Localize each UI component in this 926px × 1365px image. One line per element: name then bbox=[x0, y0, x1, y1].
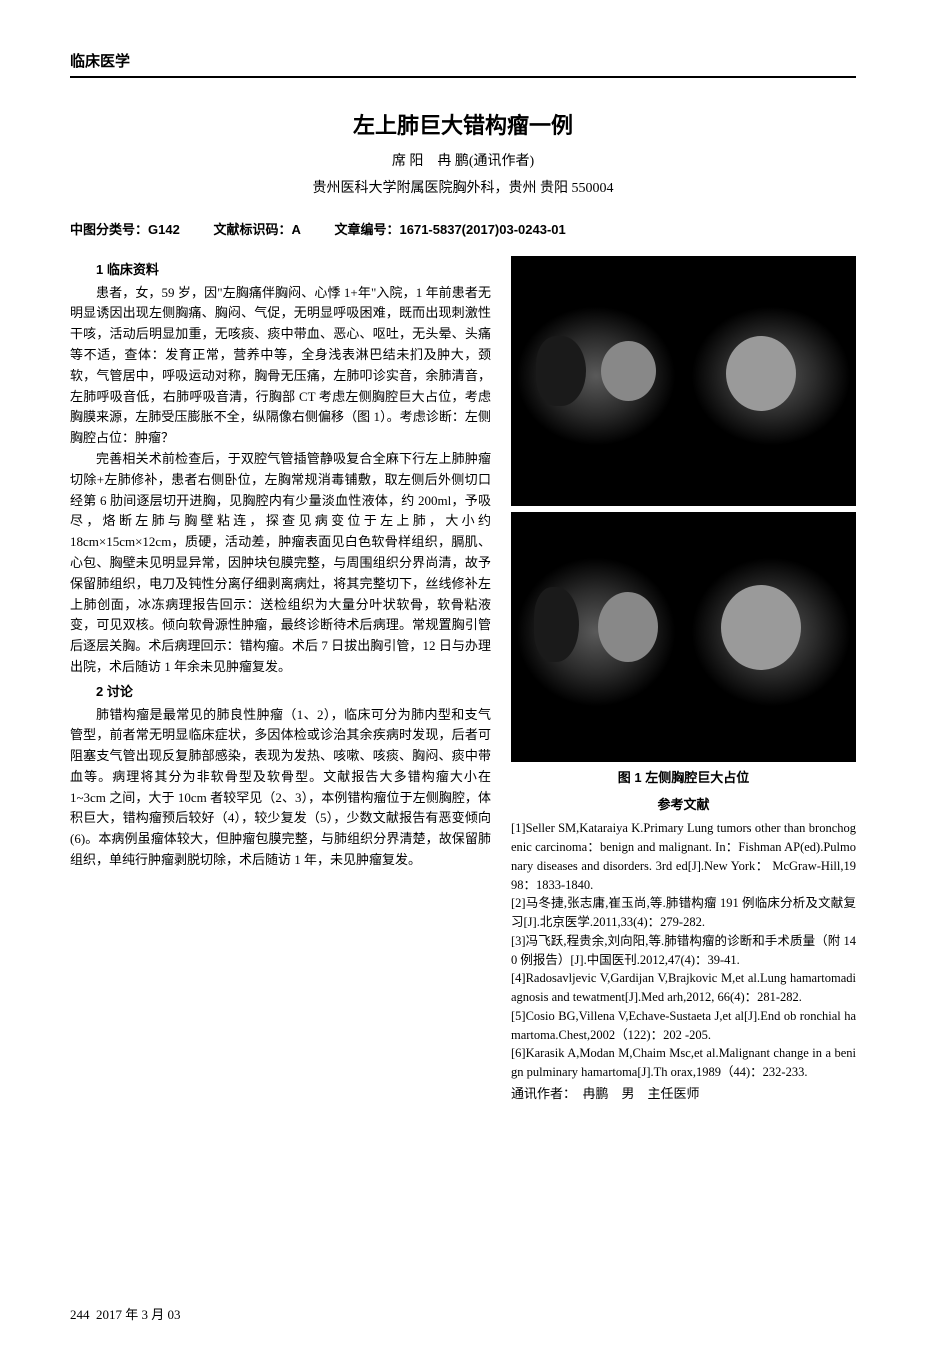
figure-1: 图 1 左侧胸腔巨大占位 bbox=[511, 256, 856, 789]
class-number: 中图分类号：G142 bbox=[70, 222, 180, 237]
article-affiliation: 贵州医科大学附属医院胸外科，贵州 贵阳 550004 bbox=[70, 178, 856, 200]
article-authors: 席 阳 冉 鹏(通讯作者) bbox=[70, 151, 856, 173]
figure-1-caption: 图 1 左侧胸腔巨大占位 bbox=[511, 768, 856, 789]
section-2-heading: 2 讨论 bbox=[70, 682, 491, 703]
reference-6: [6]Karasik A,Modan M,Chaim Msc,et al.Mal… bbox=[511, 1044, 856, 1082]
right-column: 图 1 左侧胸腔巨大占位 参考文献 [1]Seller SM,Kataraiya… bbox=[511, 256, 856, 1105]
content-columns: 1 临床资料 患者，女，59 岁，因"左胸痛伴胸闷、心悸 1+年"入院，1 年前… bbox=[70, 256, 856, 1105]
left-column: 1 临床资料 患者，女，59 岁，因"左胸痛伴胸闷、心悸 1+年"入院，1 年前… bbox=[70, 256, 491, 1105]
reference-4: [4]Radosavljevic V,Gardijan V,Brajkovic … bbox=[511, 969, 856, 1007]
reference-2: [2]马冬捷,张志庸,崔玉尚,等.肺错构瘤 191 例临床分析及文献复习[J].… bbox=[511, 894, 856, 932]
section-1-heading: 1 临床资料 bbox=[70, 260, 491, 281]
section-1-para-1: 患者，女，59 岁，因"左胸痛伴胸闷、心悸 1+年"入院，1 年前患者无明显诱因… bbox=[70, 283, 491, 449]
reference-3: [3]冯飞跃,程贵余,刘向阳,等.肺错构瘤的诊断和手术质量（附 140 例报告）… bbox=[511, 932, 856, 970]
page-footer: 244 2017 年 3 月 03 bbox=[70, 1305, 856, 1326]
corresponding-author: 通讯作者： 冉鹏 男 主任医师 bbox=[511, 1084, 856, 1105]
article-number: 文章编号：1671-5837(2017)03-0243-01 bbox=[334, 222, 565, 237]
page-header: 临床医学 bbox=[70, 50, 856, 78]
reference-5: [5]Cosio BG,Villena V,Echave-Sustaeta J,… bbox=[511, 1007, 856, 1045]
section-1-para-2: 完善相关术前检查后，于双腔气管插管静吸复合全麻下行左上肺肿瘤切除+左肺修补，患者… bbox=[70, 449, 491, 678]
section-2-para-1: 肺错构瘤是最常见的肺良性肿瘤（1、2），临床可分为肺内型和支气管型，前者常无明显… bbox=[70, 705, 491, 871]
ct-image-bottom bbox=[511, 512, 856, 762]
doc-code: 文献标识码：A bbox=[213, 222, 300, 237]
header-section-label: 临床医学 bbox=[70, 54, 130, 70]
reference-1: [1]Seller SM,Kataraiya K.Primary Lung tu… bbox=[511, 819, 856, 894]
article-title: 左上肺巨大错构瘤一例 bbox=[70, 108, 856, 143]
references-heading: 参考文献 bbox=[511, 795, 856, 816]
article-meta: 中图分类号：G142 文献标识码：A 文章编号：1671-5837(2017)0… bbox=[70, 220, 856, 241]
ct-image-top bbox=[511, 256, 856, 506]
